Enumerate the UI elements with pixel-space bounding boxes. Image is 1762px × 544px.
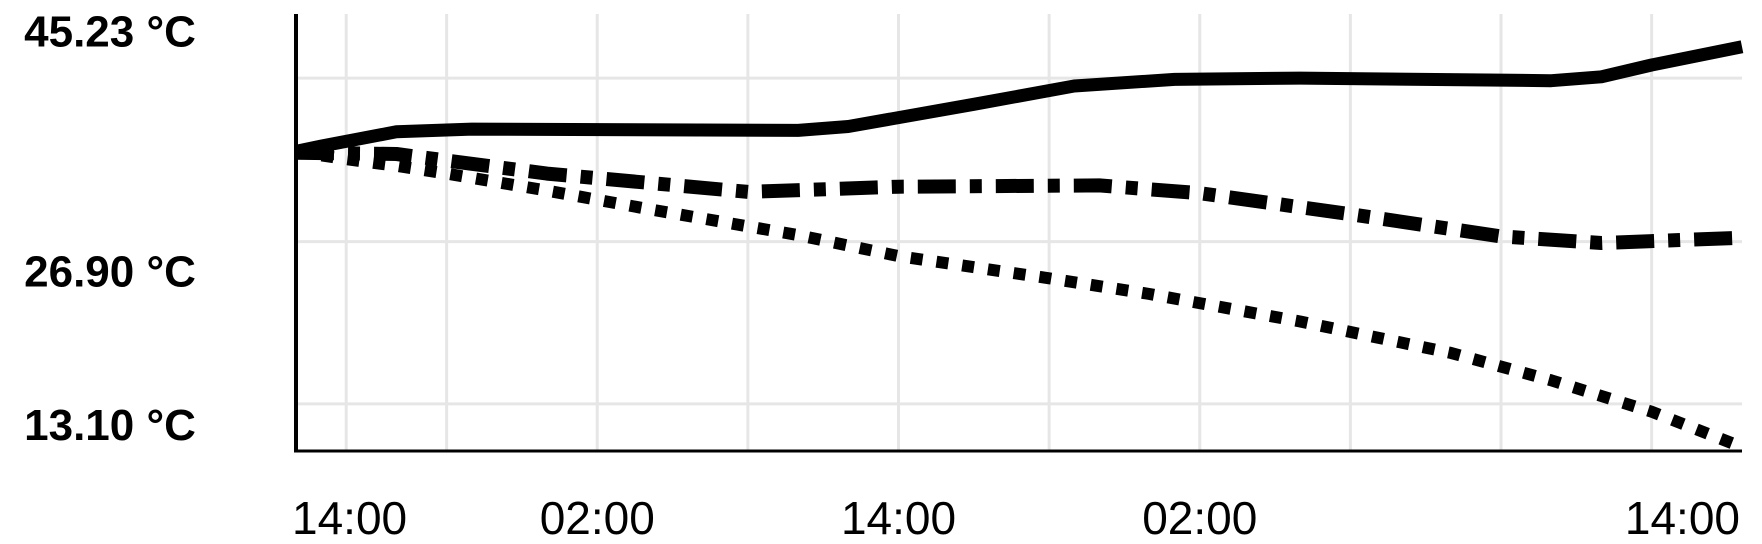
- y-tick-label: 26.90 °C: [24, 247, 196, 296]
- y-tick-labels: 45.23 °C 26.90 °C 13.10 °C: [24, 8, 196, 450]
- series-line-solid: [294, 40, 1744, 158]
- y-tick-label: 45.23 °C: [24, 8, 196, 57]
- x-tick-label: 14:00: [841, 492, 956, 544]
- series-line-dash-dot: [295, 145, 1743, 250]
- y-tick-label: 13.10 °C: [24, 401, 196, 450]
- x-tick-label: 14:00: [1625, 492, 1740, 544]
- series-group: [294, 40, 1745, 453]
- axes: [294, 14, 1742, 453]
- x-tick-label: 14:00: [292, 492, 407, 544]
- x-tick-label: 02:00: [1142, 492, 1257, 544]
- x-tick-labels: 14:00 02:00 14:00 02:00 14:00: [292, 492, 1740, 544]
- x-tick-label: 02:00: [540, 492, 655, 544]
